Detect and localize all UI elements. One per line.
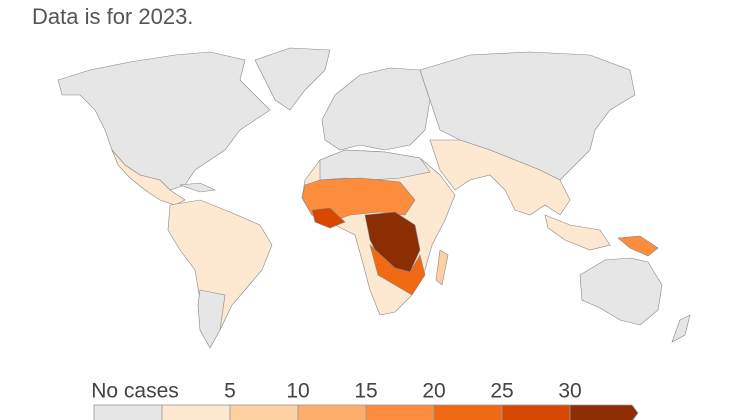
- legend-threshold-label: 30: [558, 380, 581, 403]
- asia: [419, 51, 636, 181]
- legend-threshold-label: 20: [422, 380, 445, 403]
- legend-threshold-label: 15: [354, 380, 377, 403]
- legend-color-box: [365, 404, 435, 420]
- caribbean: [179, 182, 217, 193]
- mexico: [111, 149, 186, 206]
- legend-color-box: [501, 404, 571, 420]
- south-asia: [429, 139, 571, 216]
- legend-no-data-box: [93, 404, 163, 420]
- legend-color-box: [297, 404, 367, 420]
- australia: [579, 257, 663, 326]
- legend: No cases 5 10 15 20 25 30: [91, 380, 639, 420]
- greenland: [254, 47, 331, 111]
- legend-color-box: [229, 404, 299, 420]
- indonesia: [544, 214, 611, 251]
- legend-threshold-label: 10: [286, 380, 309, 403]
- world-map: [57, 47, 691, 349]
- europe: [321, 67, 431, 151]
- legend-color-box: [433, 404, 503, 420]
- papua-new-guinea: [617, 235, 659, 257]
- south-america: [167, 199, 273, 346]
- new-zealand: [671, 314, 691, 343]
- legend-threshold-label: 5: [224, 380, 236, 403]
- subtitle: Data is for 2023.: [32, 4, 193, 29]
- south-central-africa: [369, 244, 426, 296]
- southern-cone: [197, 289, 226, 349]
- legend-color-box: [161, 404, 231, 420]
- madagascar: [435, 249, 449, 286]
- legend-color-arrow: [569, 404, 639, 420]
- west-africa: [311, 207, 346, 229]
- legend-no-data-label: No cases: [91, 380, 179, 403]
- legend-threshold-label: 25: [490, 380, 513, 403]
- north-america: [57, 51, 271, 191]
- north-africa: [319, 149, 431, 181]
